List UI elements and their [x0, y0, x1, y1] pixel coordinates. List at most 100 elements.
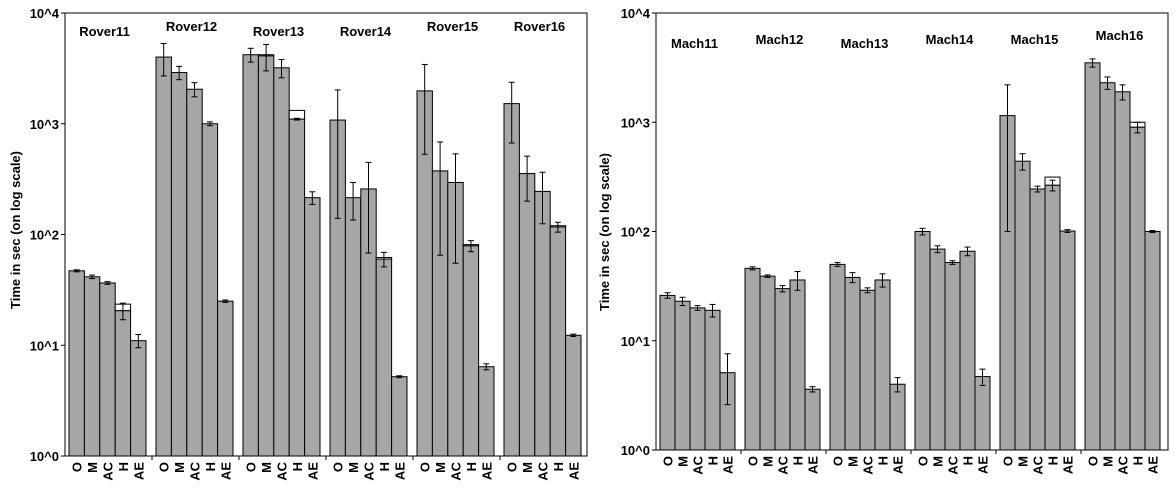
x-tick-label: AC [449, 461, 464, 480]
y-tick-label: 10^4 [621, 6, 651, 21]
bar [829, 263, 846, 451]
bar [674, 300, 691, 451]
x-tick-label: O [244, 462, 259, 472]
x-tick-label: AC [691, 455, 706, 474]
bar [804, 388, 821, 451]
x-tick-label: M [1016, 456, 1031, 467]
y-tick-label: 10^2 [30, 228, 59, 243]
x-tick-label: H [203, 462, 218, 471]
x-tick-label: H [551, 462, 566, 471]
x-tick-label: AC [536, 461, 551, 480]
bar [774, 288, 791, 451]
bar [959, 250, 976, 451]
group-title: Mach16 [1096, 28, 1144, 43]
x-tick-label: AE [131, 462, 146, 480]
x-tick-label: O [505, 462, 520, 472]
x-tick-label: AE [1146, 456, 1161, 474]
bar [1144, 231, 1161, 451]
bar [744, 267, 761, 451]
bar [1014, 160, 1031, 451]
y-tick-label: 10^1 [621, 334, 650, 349]
bar [1114, 91, 1131, 451]
x-tick-label: O [746, 456, 761, 466]
bar [704, 309, 721, 451]
x-tick-label: O [831, 456, 846, 466]
x-tick-label: AE [721, 456, 736, 474]
x-tick-label: AC [1116, 455, 1131, 474]
x-tick-label: M [85, 462, 100, 473]
x-tick-label: H [116, 462, 131, 471]
group-title: Rover15 [427, 19, 478, 34]
group-title: Rover12 [166, 19, 217, 34]
x-tick-label: H [706, 456, 721, 465]
bar [1099, 82, 1116, 451]
group-title: Rover13 [253, 24, 304, 39]
bar [844, 276, 861, 451]
y-tick-label: 10^0 [621, 443, 650, 458]
y-axis-title: Time in sec (on log scale) [597, 153, 612, 311]
x-tick-label: M [346, 462, 361, 473]
x-tick-label: AE [891, 456, 906, 474]
x-tick-label: M [846, 456, 861, 467]
x-tick-label: O [157, 462, 172, 472]
x-tick-label: M [931, 456, 946, 467]
x-tick-label: O [1086, 456, 1101, 466]
x-tick-label: O [418, 462, 433, 472]
group-title: Mach13 [841, 36, 889, 51]
x-tick-label: H [377, 462, 392, 471]
x-tick-label: O [331, 462, 346, 472]
x-tick-label: H [464, 462, 479, 471]
group-title: Mach14 [926, 32, 974, 47]
x-tick-label: O [661, 456, 676, 466]
x-tick-label: AC [861, 455, 876, 474]
x-tick-label: AC [101, 461, 116, 480]
x-tick-label: M [259, 462, 274, 473]
x-tick-label: AC [946, 455, 961, 474]
bar [889, 383, 906, 451]
bar [789, 279, 806, 451]
x-tick-label: O [70, 462, 85, 472]
bar [914, 231, 931, 451]
bar [929, 248, 946, 451]
x-tick-label: AE [479, 462, 494, 480]
x-tick-label: AE [566, 462, 581, 480]
x-tick-label: AE [976, 456, 991, 474]
y-tick-label: 10^3 [621, 115, 650, 130]
x-tick-label: M [761, 456, 776, 467]
x-tick-label: M [172, 462, 187, 473]
bar [874, 279, 891, 451]
bar [944, 262, 961, 451]
x-tick-label: AC [275, 461, 290, 480]
bar [689, 307, 706, 451]
group-title: Mach12 [756, 32, 804, 47]
group-title: Mach11 [671, 36, 718, 51]
x-tick-label: AC [188, 461, 203, 480]
bar [1059, 230, 1076, 451]
group-title: Rover11 [79, 24, 130, 39]
x-tick-label: H [961, 456, 976, 465]
bar [1044, 184, 1061, 451]
group-title: Rover14 [340, 24, 392, 39]
bar [759, 275, 776, 451]
y-tick-label: 10^4 [30, 6, 60, 21]
x-tick-label: AC [362, 461, 377, 480]
x-tick-label: O [916, 456, 931, 466]
bar [1129, 126, 1146, 451]
x-tick-label: AC [1031, 455, 1046, 474]
x-tick-label: H [876, 456, 891, 465]
group-title: Mach15 [1011, 32, 1059, 47]
y-tick-label: 10^1 [30, 338, 59, 353]
group-title: Rover16 [514, 19, 565, 34]
x-tick-label: AE [806, 456, 821, 474]
y-tick-label: 10^3 [30, 117, 59, 132]
y-tick-label: 10^0 [30, 449, 59, 464]
x-tick-label: AC [776, 455, 791, 474]
x-tick-label: AE [305, 462, 320, 480]
bar [1029, 188, 1046, 451]
x-tick-label: AE [1061, 456, 1076, 474]
x-tick-label: H [791, 456, 806, 465]
bar [1084, 62, 1101, 451]
